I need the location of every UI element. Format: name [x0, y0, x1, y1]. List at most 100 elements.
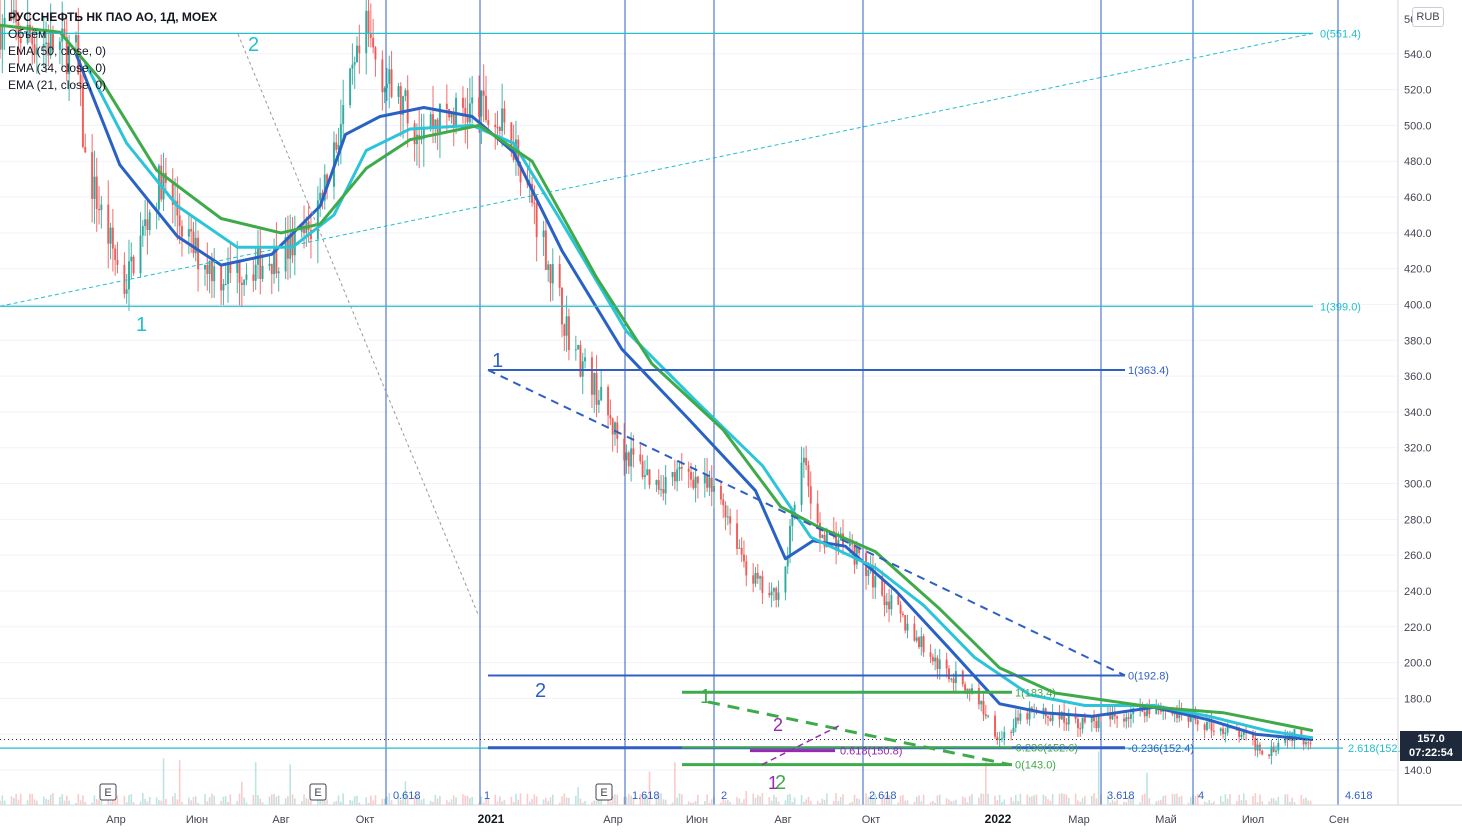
volume-bar: [383, 798, 386, 805]
volume-bar: [1259, 794, 1261, 805]
wave-label-7: 2: [773, 715, 783, 735]
volume-bar: [533, 794, 536, 805]
candle-body: [339, 124, 342, 145]
candle-body: [549, 264, 552, 284]
volume-bar: [75, 802, 77, 805]
volume-bar: [577, 787, 579, 805]
volume-bar: [45, 799, 47, 805]
candle: [881, 570, 884, 597]
volume-bar: [1017, 801, 1019, 805]
candle-body: [789, 525, 792, 556]
candle-body: [319, 192, 322, 201]
candle: [890, 589, 893, 616]
candle: [397, 82, 400, 104]
candle: [719, 480, 722, 505]
candle-body: [374, 47, 377, 60]
candle: [918, 636, 921, 649]
candle-body: [402, 96, 405, 115]
candle-body: [141, 226, 144, 236]
candle-body: [660, 489, 663, 491]
candle: [1270, 739, 1273, 765]
volume-bar: [687, 801, 690, 805]
candle: [227, 247, 230, 303]
volume-bar: [211, 793, 213, 805]
candle-body: [471, 97, 474, 104]
candle: [980, 700, 983, 712]
candle-body: [777, 592, 780, 600]
volume-bar: [1141, 794, 1144, 805]
candle: [1063, 702, 1066, 732]
candle-body: [484, 95, 487, 121]
candle: [35, 31, 38, 74]
volume-bar: [321, 796, 324, 805]
candle: [194, 217, 197, 262]
candle-body: [501, 108, 504, 132]
candle: [1222, 725, 1225, 739]
volume-bar: [1309, 800, 1312, 805]
candle-body: [1148, 705, 1151, 715]
volume-bar: [1180, 795, 1183, 805]
candle: [51, 25, 54, 53]
candle-body: [494, 124, 497, 128]
volume-bar: [450, 799, 453, 805]
volume-bar: [936, 795, 939, 805]
candle-body: [326, 174, 329, 187]
candle-body: [754, 572, 757, 584]
candle-body: [581, 361, 584, 377]
candle: [466, 87, 469, 149]
candle: [1125, 711, 1128, 729]
candle-body: [109, 227, 112, 244]
candle: [339, 99, 342, 165]
candle: [551, 248, 554, 301]
candle-body: [692, 479, 695, 489]
volume-bar: [1256, 802, 1259, 805]
candle: [915, 630, 918, 643]
volume-bar: [1302, 798, 1305, 805]
volume-bar: [238, 793, 241, 805]
candle: [906, 614, 909, 639]
candle-body: [567, 316, 570, 351]
candle-body: [1256, 744, 1259, 751]
candle-body: [146, 219, 149, 231]
candle-body: [687, 468, 690, 472]
candle-body: [952, 678, 955, 684]
candle: [858, 543, 861, 559]
volume-bar: [1307, 800, 1310, 805]
volume-bar: [213, 795, 216, 805]
candle: [464, 97, 467, 144]
candle-body: [996, 736, 999, 741]
candle: [883, 582, 886, 617]
candle-body: [904, 615, 907, 631]
candle-body: [994, 715, 997, 737]
y-tick-label-280.0: 280.0: [1404, 514, 1432, 526]
candle-body: [206, 265, 209, 274]
candle: [1014, 709, 1017, 733]
volume-bar: [171, 796, 174, 805]
candle-body: [977, 688, 980, 705]
candle: [220, 265, 223, 305]
candle-body: [1125, 717, 1128, 722]
volume-bar: [84, 801, 87, 805]
volume-bar: [446, 800, 448, 805]
volume-bar: [754, 798, 757, 805]
currency-badge[interactable]: RUB: [1412, 7, 1444, 27]
volume-bar: [1111, 799, 1114, 805]
fib-level-label-1: 1(399.0): [1320, 301, 1361, 313]
volume-bar: [349, 799, 351, 805]
volume-bar: [515, 793, 517, 805]
candle: [273, 238, 276, 284]
volume-bar: [851, 801, 854, 805]
candle: [1261, 749, 1264, 756]
candle-body: [1, 24, 4, 50]
candle: [929, 644, 932, 664]
volume-bar: [319, 797, 321, 805]
volume-bar: [1031, 796, 1033, 805]
candle-body: [1042, 708, 1045, 713]
candle-body: [404, 90, 407, 97]
volume-bar: [1226, 798, 1229, 805]
volume-bar: [1139, 802, 1141, 805]
candle-body: [349, 68, 352, 106]
candle: [722, 493, 725, 519]
